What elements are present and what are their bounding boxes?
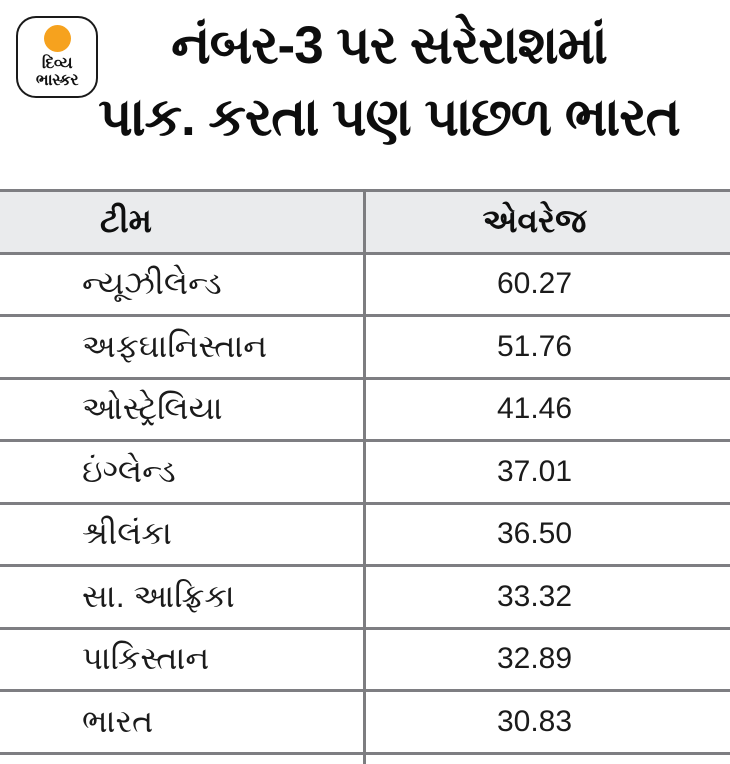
team-name-cell: પાકિસ્તાન [82,640,210,677]
team-name-cell: ન્યૂઝીલેન્ડ [82,265,222,302]
average-value-cell: 60.27 [496,267,573,301]
average-value-cell: 32.89 [496,642,573,676]
logo-text-line1: દિવ્ય [41,55,73,72]
average-value-cell: 37.01 [496,454,573,488]
divya-bhaskar-logo: દિવ્ય ભાસ્કર [16,16,98,98]
column-divider [363,189,366,764]
team-name-cell: સા. આફ્રિકા [82,577,235,614]
page-title-line2: પાક. કરતા પણ પાછળ ભારત [98,88,681,147]
average-value-cell: 51.76 [496,329,573,363]
page-title-line1: નંબર-3 પર સરેરાશમાં [171,16,608,75]
team-name-cell: ઇંગ્લેન્ડ [82,452,176,489]
logo-text-line2: ભાસ્કર [35,72,79,89]
team-name-cell: અફઘાનિસ્તાન [82,327,268,364]
average-value-cell: 41.46 [496,392,573,426]
team-name-cell: ઓસ્ટ્રેલિયા [82,390,223,427]
column-header-team: ટીમ [100,202,152,240]
average-value-cell: 33.32 [496,579,573,613]
average-value-cell: 30.83 [496,704,573,738]
averages-table: ટીમ એવરેજ ન્યૂઝીલેન્ડ 60.27 અફઘાનિસ્તાન … [0,189,730,764]
average-value-cell: 36.50 [496,517,573,551]
team-name-cell: ભારત [82,702,154,739]
page-title: નંબર-3 પર સરેરાશમાં પાક. કરતા પણ પાછળ ભા… [48,10,730,154]
team-name-cell: શ્રીલંકા [82,515,172,552]
column-header-average: એવરેજ [482,202,587,240]
sun-icon [43,25,71,52]
